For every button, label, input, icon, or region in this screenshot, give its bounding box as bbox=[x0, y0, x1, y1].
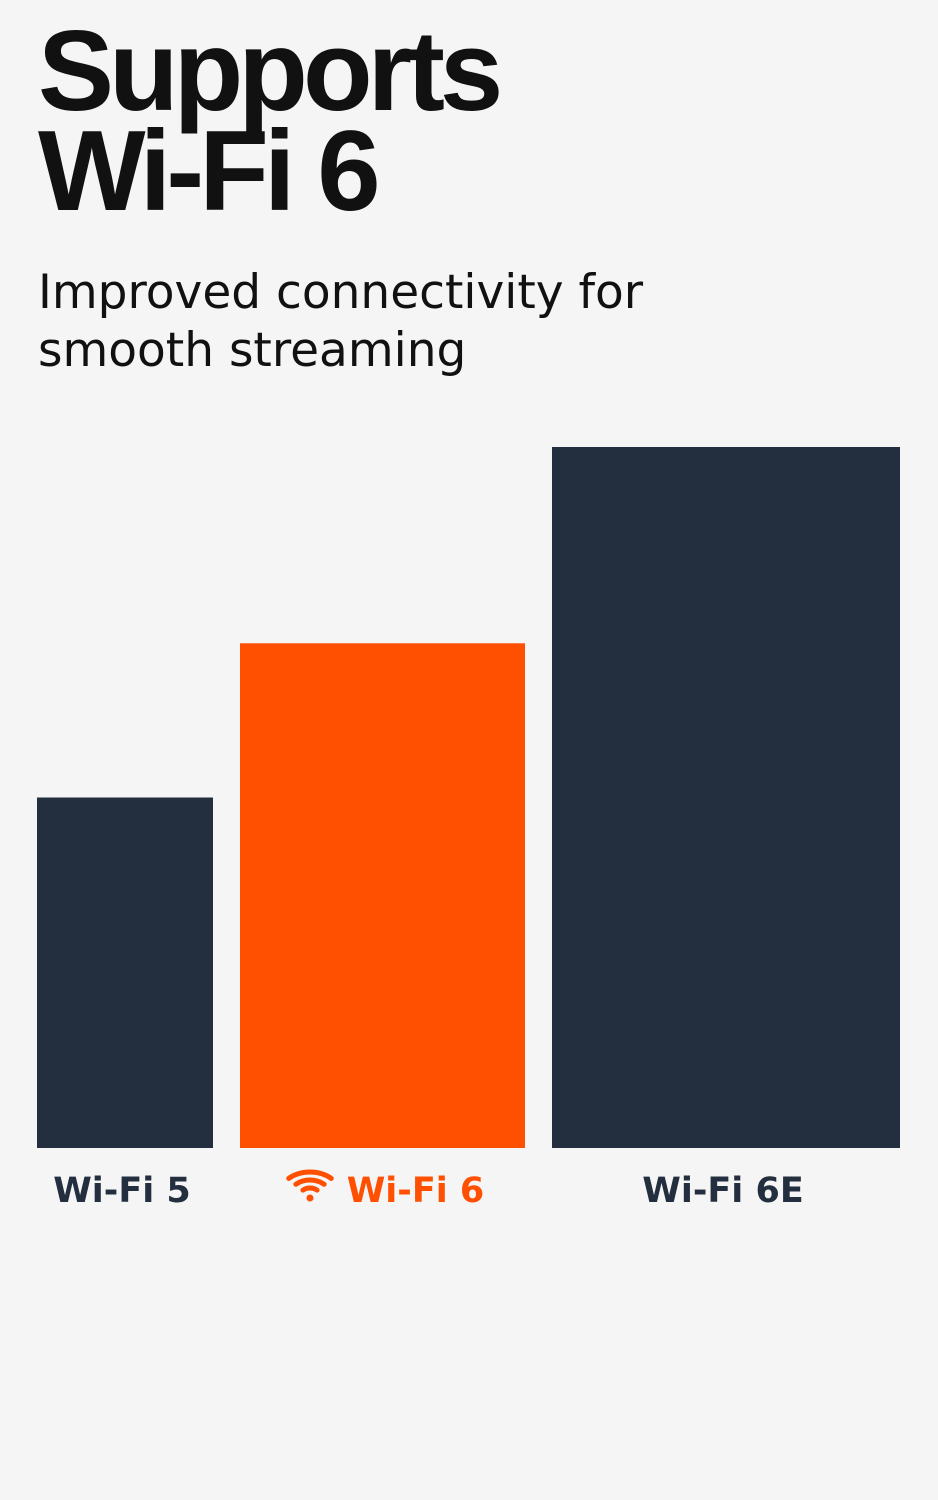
wifi-icon bbox=[286, 1169, 334, 1202]
bar-wi-fi-6e bbox=[552, 447, 900, 1148]
bar-wi-fi-6 bbox=[240, 643, 525, 1148]
chart-title: Supports Wi-Fi 6 bbox=[38, 8, 503, 235]
category-label: Wi-Fi 6 bbox=[347, 1171, 485, 1211]
bar-wi-fi-5 bbox=[37, 797, 213, 1148]
category-label: Wi-Fi 6E bbox=[642, 1171, 803, 1211]
chart-subtitle: Improved connectivity for smooth streamin… bbox=[38, 265, 644, 378]
category-label: Wi-Fi 5 bbox=[53, 1171, 191, 1211]
